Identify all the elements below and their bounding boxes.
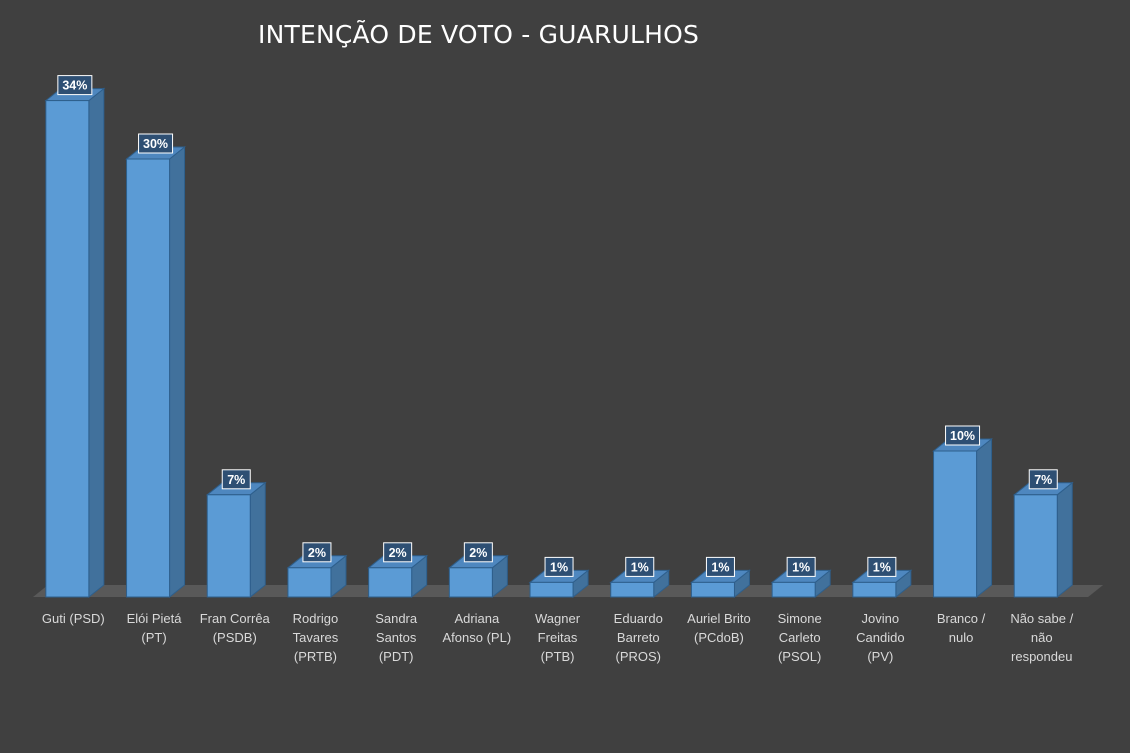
data-label-box	[57, 75, 93, 96]
data-label: 1%	[873, 560, 891, 574]
category-label-line: não	[1031, 630, 1053, 645]
category-label-line: Tavares	[293, 630, 339, 645]
data-label: 1%	[550, 560, 568, 574]
data-label-box	[625, 556, 655, 577]
data-label-box	[705, 556, 735, 577]
bar	[1013, 494, 1058, 598]
data-label: 2%	[469, 546, 487, 560]
bar	[206, 494, 251, 598]
category-label-line: Carleto	[779, 630, 821, 645]
category-label: Eduardo Barreto (PROS)	[614, 611, 663, 664]
bar-group	[1012, 481, 1074, 599]
bar-group	[205, 481, 267, 599]
bar	[610, 581, 655, 598]
data-label: 10%	[950, 429, 975, 443]
category-label-line: Rodrigo	[293, 611, 339, 626]
category-label-line: Jovino	[862, 611, 900, 626]
data-label-box	[221, 469, 251, 490]
category-label-line: (PROS)	[616, 649, 662, 664]
data-label-box	[945, 425, 981, 446]
data-label-box	[138, 133, 174, 154]
data-label: 30%	[143, 137, 168, 151]
bar	[771, 581, 816, 598]
bar-group	[125, 145, 186, 599]
category-label: Sandra Santos (PDT)	[375, 611, 418, 664]
bar	[368, 567, 413, 598]
data-label: 1%	[792, 560, 810, 574]
category-label-line: nulo	[949, 630, 974, 645]
category-label-line: Wagner	[535, 611, 581, 626]
category-label: Jovino Candido (PV)	[856, 611, 904, 664]
data-label: 1%	[711, 560, 729, 574]
chart-title: INTENÇÃO DE VOTO - GUARULHOS	[258, 20, 700, 49]
category-label-line: Auriel Brito	[687, 611, 751, 626]
category-label: Adriana Afonso (PL)	[443, 611, 512, 645]
category-label-line: (PV)	[867, 649, 893, 664]
bar-side	[169, 145, 186, 599]
bar-group	[44, 87, 106, 599]
category-label-line: Candido	[856, 630, 904, 645]
data-label-box	[1028, 469, 1058, 490]
bar-group	[932, 437, 993, 599]
bar	[448, 567, 493, 598]
category-label-line: Adriana	[454, 611, 500, 626]
data-label-box	[383, 542, 413, 563]
category-label-line: (PRTB)	[294, 649, 337, 664]
bar	[852, 581, 897, 598]
data-label: 2%	[308, 546, 326, 560]
category-label: Branco / nulo	[937, 611, 986, 645]
category-label-line: (PSOL)	[778, 649, 821, 664]
bar-side	[249, 481, 266, 599]
category-label-line: Fran Corrêa	[200, 611, 271, 626]
category-label: Guti (PSD)	[42, 611, 105, 626]
bar	[690, 581, 735, 598]
category-label-line: Freitas	[538, 630, 578, 645]
bar	[933, 450, 978, 598]
data-label: 7%	[227, 473, 245, 487]
data-label-box	[463, 542, 493, 563]
category-label: Fran Corrêa (PSDB)	[200, 611, 271, 645]
category-label-line: Não sabe /	[1010, 611, 1073, 626]
data-label-box	[544, 556, 574, 577]
category-label: Não sabe / não respondeu	[1010, 611, 1073, 664]
data-label-box	[867, 556, 897, 577]
category-label: Elói Pietá (PT)	[127, 611, 183, 645]
category-label-line: Guti (PSD)	[42, 611, 105, 626]
bar-side	[976, 437, 993, 599]
category-label-line: Eduardo	[614, 611, 663, 626]
category-label-line: Elói Pietá	[127, 611, 183, 626]
bar-side	[1056, 481, 1073, 599]
bar	[126, 158, 171, 598]
category-label-line: Simone	[778, 611, 822, 626]
category-label-line: Branco /	[937, 611, 986, 626]
category-label-line: Barreto	[617, 630, 660, 645]
category-label-line: Afonso (PL)	[443, 630, 512, 645]
data-label: 1%	[631, 560, 649, 574]
category-label-line: (PTB)	[541, 649, 575, 664]
bar	[45, 100, 90, 598]
category-label-line: (PSDB)	[213, 630, 257, 645]
category-label: Simone Carleto (PSOL)	[778, 611, 822, 664]
bar-side	[88, 87, 105, 599]
data-label-box	[302, 542, 332, 563]
bar	[529, 581, 574, 598]
data-label: 34%	[62, 79, 87, 93]
category-label: Rodrigo Tavares (PRTB)	[293, 611, 339, 664]
category-label-line: (PCdoB)	[694, 630, 744, 645]
category-label-line: respondeu	[1011, 649, 1072, 664]
category-label: Wagner Freitas (PTB)	[535, 611, 581, 664]
category-label: Auriel Brito (PCdoB)	[687, 611, 751, 645]
data-label: 2%	[389, 546, 407, 560]
category-label-line: Santos	[376, 630, 417, 645]
category-label-line: Sandra	[375, 611, 418, 626]
bar	[287, 567, 332, 598]
data-label-box	[786, 556, 816, 577]
data-label: 7%	[1034, 473, 1052, 487]
category-label-line: (PT)	[141, 630, 166, 645]
category-label-line: (PDT)	[379, 649, 414, 664]
